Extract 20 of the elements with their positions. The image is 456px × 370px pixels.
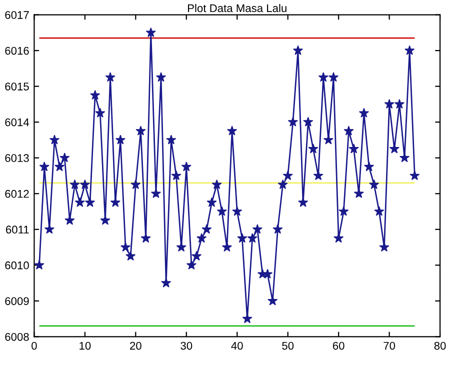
- x-tick-label: 70: [384, 342, 396, 350]
- x-tick-label: 80: [434, 342, 446, 350]
- y-tick-label: 6011: [6, 226, 29, 234]
- y-tick-label: 6017: [5, 11, 29, 19]
- x-tick-label: 30: [180, 342, 192, 350]
- x-tick-label: 0: [32, 342, 37, 350]
- y-tick-label: 6009: [5, 297, 29, 306]
- x-tick-label: 40: [231, 342, 243, 350]
- y-tick-label: 6013: [5, 154, 29, 162]
- chart-title: Plot Data Masa Lalu: [188, 4, 286, 12]
- x-tick-label: 20: [130, 342, 142, 350]
- y-tick-label: 6016: [5, 46, 29, 55]
- y-tick-label: 6008: [5, 332, 29, 341]
- y-tick-label: 6012: [5, 190, 29, 198]
- y-tick-label: 6015: [5, 82, 29, 90]
- y-tick-label: 6014: [5, 118, 30, 126]
- x-tick-label: 50: [282, 342, 294, 350]
- x-tick-label: 60: [332, 342, 344, 350]
- x-tick-label: 10: [80, 342, 91, 350]
- y-tick-label: 6010: [5, 261, 29, 270]
